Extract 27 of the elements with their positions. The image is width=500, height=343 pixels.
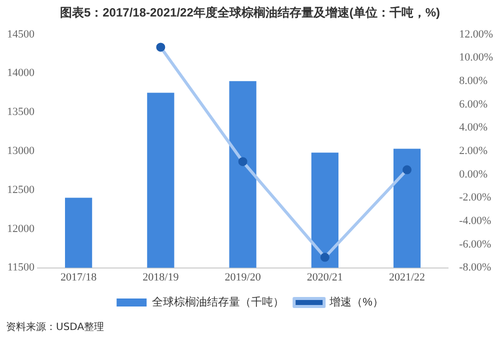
y-tick-label: 13500 [7,106,35,118]
chart-title: 图表5：2017/18-2021/22年度全球棕榈油结存量及增速(单位：千吨，%) [60,6,440,20]
y2-tick-label: -8.00% [459,262,492,274]
y2-tick-label: -4.00% [459,215,492,228]
y-tick-label: 12000 [7,222,35,235]
x-tick-label: 2020/21 [306,271,343,284]
y-tick-label: 13000 [7,144,35,157]
y2-tick-label: -6.00% [459,238,492,250]
y2-tick-label: 2.00% [459,144,488,157]
y-tick-label: 12500 [7,184,35,196]
y2-tick-label: 10.00% [459,52,494,64]
legend-label: 全球棕榈油结存量（千吨） [152,296,284,309]
y-tick-label: 14500 [7,28,35,40]
y-tick-label: 14000 [7,67,35,80]
y2-tick-label: 12.00% [459,28,494,40]
legend-label: 增速（%） [328,296,384,309]
x-tick-label: 2021/22 [388,271,426,284]
x-tick-label: 2018/19 [142,271,180,284]
text: 资料来源：USDA整理 [6,320,106,334]
y2-tick-label: -2.00% [459,192,492,204]
y-tick-label: 11500 [7,262,35,274]
y2-tick-label: 0.00% [459,168,488,180]
x-tick-label: 2017/18 [60,271,98,284]
x-tick-label: 2019/20 [224,271,262,284]
y2-tick-label: 8.00% [459,74,488,87]
y2-tick-label: 6.00% [459,98,488,110]
y2-tick-label: 4.00% [459,122,488,134]
